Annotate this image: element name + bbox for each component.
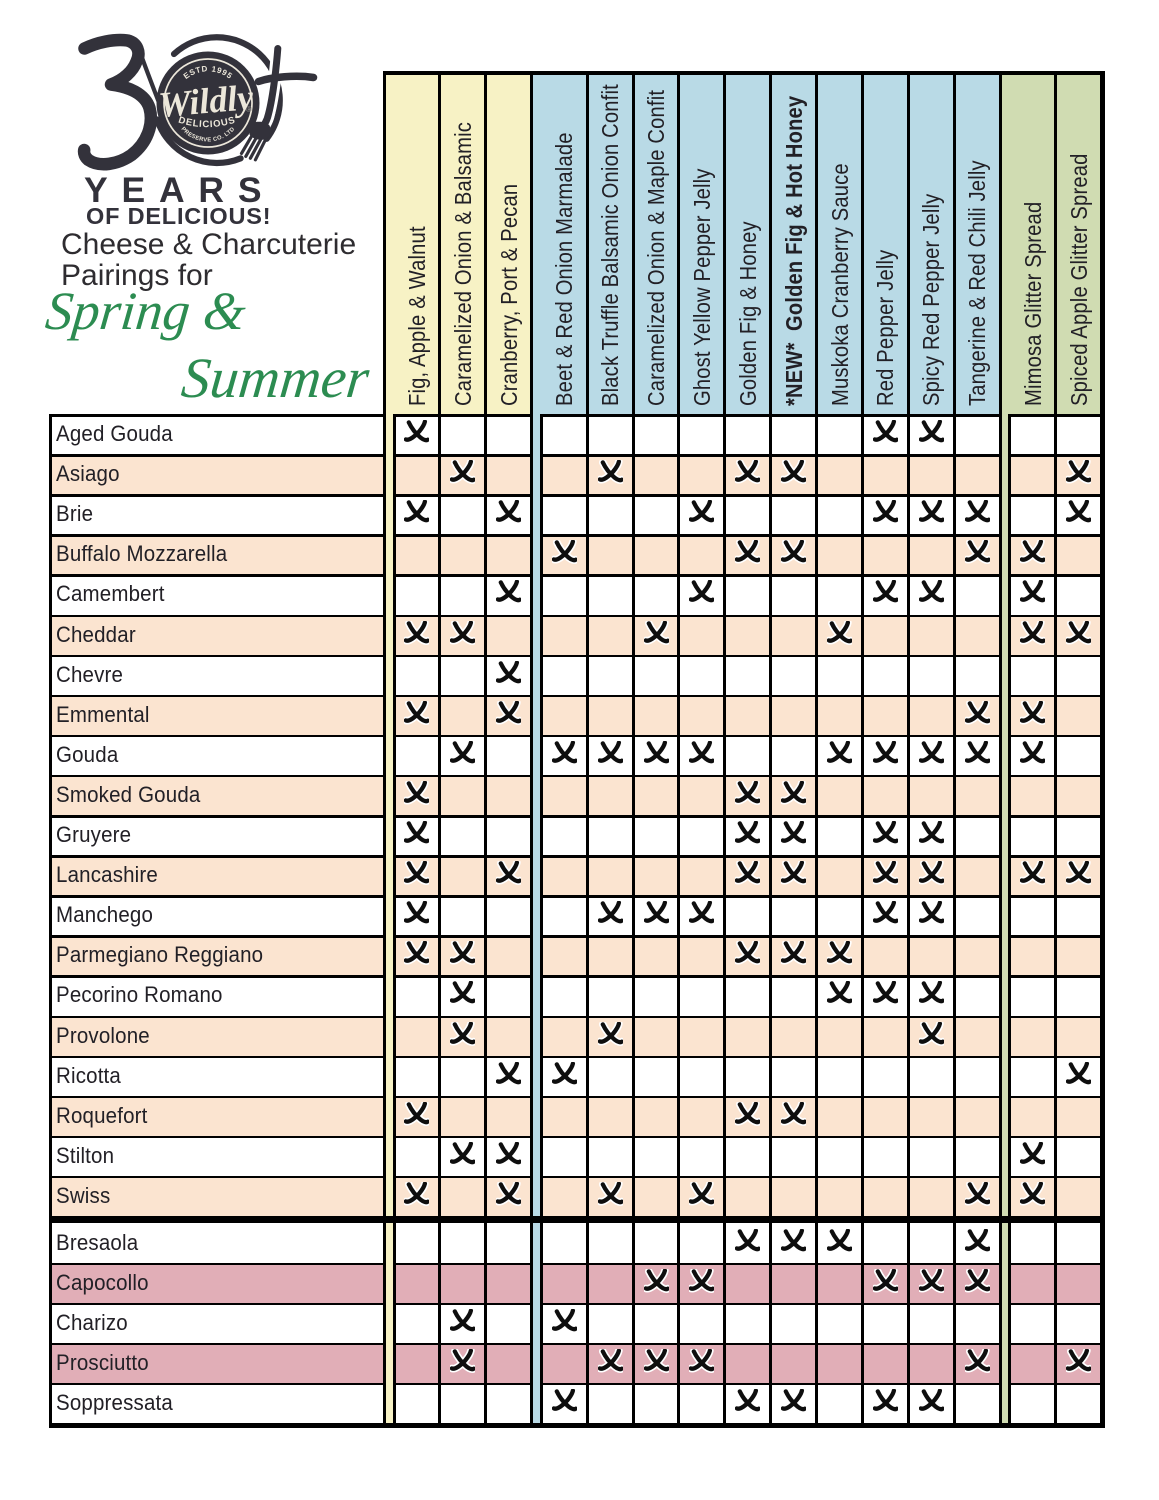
svg-text:Wildly: Wildly	[157, 77, 256, 125]
svg-text:DELICIOUS: DELICIOUS	[177, 115, 237, 130]
svg-text:®: ®	[246, 105, 252, 114]
